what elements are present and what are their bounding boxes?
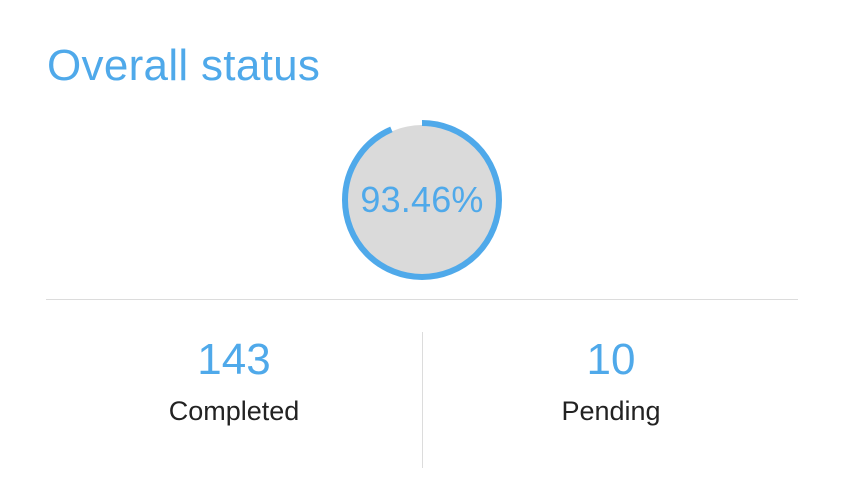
progress-ring-graphic: [342, 120, 502, 280]
vertical-divider: [422, 332, 423, 468]
stat-completed-label: Completed: [168, 396, 300, 426]
stat-pending-value: 10: [586, 335, 636, 384]
stat-completed-value: 143: [197, 335, 271, 384]
stat-completed: 143 Completed: [46, 334, 422, 428]
card-title: Overall status: [47, 41, 321, 90]
progress-ring-arc: [342, 120, 502, 280]
stat-pending-label: Pending: [561, 396, 661, 426]
progress-ring: 93.46%: [340, 118, 504, 282]
stat-pending: 10 Pending: [423, 334, 799, 428]
progress-ring-fill: [347, 125, 497, 275]
horizontal-divider: [46, 299, 798, 300]
progress-percent-label: 93.46%: [360, 179, 484, 220]
